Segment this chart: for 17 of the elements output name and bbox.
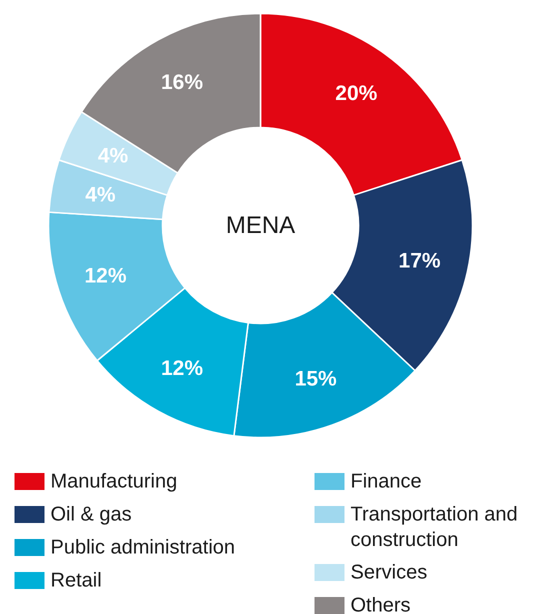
legend-label: Finance: [350, 470, 422, 492]
data-label: 12%: [160, 356, 204, 380]
data-label: 12%: [84, 264, 127, 288]
text: MENA: [226, 212, 296, 239]
data-label: 4%: [85, 183, 116, 206]
legend-label: Transportation and construction: [350, 504, 518, 551]
legend-label: Services: [350, 562, 428, 584]
data-label: 15%: [294, 367, 338, 390]
data-label: 4%: [98, 144, 129, 168]
legend-label: Others: [350, 594, 411, 614]
data-label: 16%: [160, 71, 204, 94]
legend-label: Manufacturing: [50, 470, 178, 492]
data-label: 20%: [335, 82, 378, 106]
legend-label: Public administration: [50, 536, 236, 558]
legend-label: Retail: [50, 570, 102, 592]
legend-label: Oil & gas: [50, 504, 132, 526]
data-label: 17%: [398, 250, 441, 273]
